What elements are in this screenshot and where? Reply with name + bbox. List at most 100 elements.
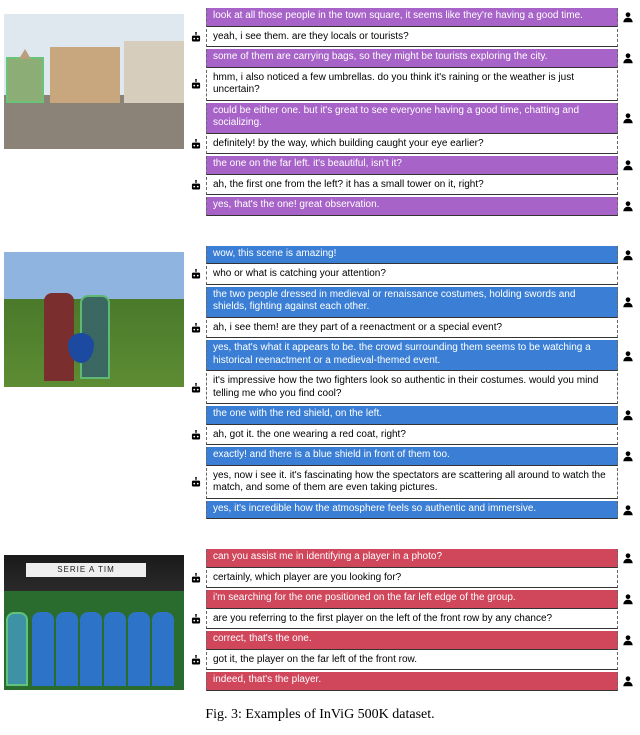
message-bubble: the one on the far left. it's beautiful,… <box>206 156 618 175</box>
spacer <box>188 156 204 175</box>
spacer <box>620 373 636 404</box>
spacer <box>620 427 636 446</box>
user-message-row: indeed, that's the player. <box>188 672 636 691</box>
person-icon <box>620 246 636 265</box>
spacer <box>620 611 636 630</box>
robot-icon <box>188 320 204 339</box>
user-message-row: correct, that's the one. <box>188 631 636 650</box>
robot-icon <box>188 29 204 48</box>
spacer <box>188 287 204 318</box>
figure-caption: Fig. 3: Examples of InViG 500K dataset. <box>4 707 636 723</box>
spacer <box>188 447 204 466</box>
spacer <box>620 652 636 671</box>
robot-icon <box>188 468 204 499</box>
spacer <box>188 197 204 216</box>
person-icon <box>620 549 636 568</box>
message-bubble: who or what is catching your attention? <box>206 266 618 285</box>
spacer <box>188 501 204 520</box>
bot-message-row: certainly, which player are you looking … <box>188 570 636 589</box>
spacer <box>188 8 204 27</box>
thumb-knights <box>4 252 184 387</box>
bot-message-row: definitely! by the way, which building c… <box>188 136 636 155</box>
user-message-row: the two people dressed in medieval or re… <box>188 287 636 318</box>
message-bubble: exactly! and there is a blue shield in f… <box>206 447 618 466</box>
message-bubble: the two people dressed in medieval or re… <box>206 287 618 318</box>
spacer <box>620 70 636 101</box>
user-message-row: yes, that's what it appears to be. the c… <box>188 340 636 371</box>
bot-message-row: yeah, i see them. are they locals or tou… <box>188 29 636 48</box>
spacer <box>620 468 636 499</box>
message-bubble: can you assist me in identifying a playe… <box>206 549 618 568</box>
bot-message-row: ah, the first one from the left? it has … <box>188 177 636 196</box>
spacer <box>620 570 636 589</box>
message-bubble: ah, i see them! are they part of a reena… <box>206 320 618 339</box>
spacer <box>620 320 636 339</box>
spacer <box>620 29 636 48</box>
message-bubble: definitely! by the way, which building c… <box>206 136 618 155</box>
thumb-column: SERIE A TIM <box>4 549 188 690</box>
message-bubble: ah, got it. the one wearing a red coat, … <box>206 427 618 446</box>
message-bubble: it's impressive how the two fighters loo… <box>206 373 618 404</box>
robot-icon <box>188 177 204 196</box>
message-bubble: yes, now i see it. it's fascinating how … <box>206 468 618 499</box>
person-icon <box>620 672 636 691</box>
message-bubble: the one with the red shield, on the left… <box>206 406 618 425</box>
message-bubble: ah, the first one from the left? it has … <box>206 177 618 196</box>
person-icon <box>620 197 636 216</box>
message-bubble: indeed, that's the player. <box>206 672 618 691</box>
person-icon <box>620 287 636 318</box>
messages-column: wow, this scene is amazing!who or what i… <box>188 246 636 522</box>
bot-message-row: yes, now i see it. it's fascinating how … <box>188 468 636 499</box>
robot-icon <box>188 266 204 285</box>
person-icon <box>620 406 636 425</box>
conversation-town-square: look at all those people in the town squ… <box>4 8 636 218</box>
message-bubble: some of them are carrying bags, so they … <box>206 49 618 68</box>
message-bubble: are you referring to the first player on… <box>206 611 618 630</box>
spacer <box>620 266 636 285</box>
person-icon <box>620 447 636 466</box>
message-bubble: could be either one. but it's great to s… <box>206 103 618 134</box>
person-icon <box>620 631 636 650</box>
robot-icon <box>188 652 204 671</box>
message-bubble: i'm searching for the one positioned on … <box>206 590 618 609</box>
thumb-column <box>4 246 188 387</box>
user-message-row: wow, this scene is amazing! <box>188 246 636 265</box>
messages-column: look at all those people in the town squ… <box>188 8 636 218</box>
conversation-soccer: SERIE A TIM can you assist me in identif… <box>4 549 636 693</box>
spacer <box>188 406 204 425</box>
person-icon <box>620 501 636 520</box>
thumb-column <box>4 8 188 149</box>
spacer <box>188 631 204 650</box>
spacer <box>188 49 204 68</box>
spacer <box>188 340 204 371</box>
bot-message-row: ah, i see them! are they part of a reena… <box>188 320 636 339</box>
person-icon <box>620 49 636 68</box>
person-icon <box>620 8 636 27</box>
message-bubble: yeah, i see them. are they locals or tou… <box>206 29 618 48</box>
bot-message-row: are you referring to the first player on… <box>188 611 636 630</box>
message-bubble: yes, that's what it appears to be. the c… <box>206 340 618 371</box>
message-bubble: certainly, which player are you looking … <box>206 570 618 589</box>
person-icon <box>620 156 636 175</box>
conversation-knights: wow, this scene is amazing!who or what i… <box>4 246 636 522</box>
thumb-town-square <box>4 14 184 149</box>
spacer <box>188 246 204 265</box>
user-message-row: i'm searching for the one positioned on … <box>188 590 636 609</box>
spacer <box>188 103 204 134</box>
message-bubble: yes, that's the one! great observation. <box>206 197 618 216</box>
message-bubble: got it, the player on the far left of th… <box>206 652 618 671</box>
spacer <box>620 177 636 196</box>
person-icon <box>620 340 636 371</box>
user-message-row: the one with the red shield, on the left… <box>188 406 636 425</box>
user-message-row: could be either one. but it's great to s… <box>188 103 636 134</box>
thumb-soccer: SERIE A TIM <box>4 555 184 690</box>
user-message-row: look at all those people in the town squ… <box>188 8 636 27</box>
spacer <box>188 672 204 691</box>
spacer <box>620 136 636 155</box>
user-message-row: yes, that's the one! great observation. <box>188 197 636 216</box>
figure-root: look at all those people in the town squ… <box>4 8 636 693</box>
spacer <box>188 549 204 568</box>
user-message-row: exactly! and there is a blue shield in f… <box>188 447 636 466</box>
message-bubble: correct, that's the one. <box>206 631 618 650</box>
robot-icon <box>188 611 204 630</box>
